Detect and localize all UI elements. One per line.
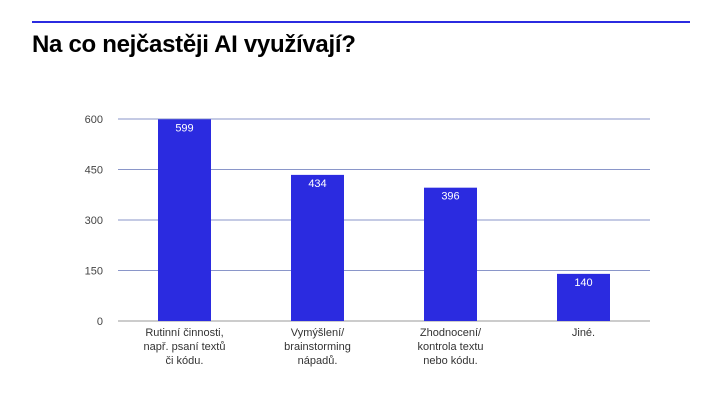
y-tick-label: 450 xyxy=(85,165,103,177)
y-tick-label: 0 xyxy=(97,316,103,328)
title-rule xyxy=(32,21,690,23)
y-tick-label: 300 xyxy=(85,215,103,227)
bar xyxy=(424,187,477,321)
data-label: 140 xyxy=(574,277,592,289)
data-label: 434 xyxy=(308,178,326,190)
x-tick-label: Vymýšlení/brainstorming nápadů. xyxy=(284,327,351,367)
y-tick-label: 150 xyxy=(85,266,103,278)
y-tick-label: 600 xyxy=(85,114,103,126)
x-tick-label: Jiné. xyxy=(572,327,595,339)
bar xyxy=(158,119,211,321)
data-label: 396 xyxy=(441,191,459,203)
page-title: Na co nejčastěji AI využívají? xyxy=(32,31,356,58)
bar xyxy=(557,273,610,321)
data-label: 599 xyxy=(175,122,193,134)
x-tick-label: Rutinní činnosti, např. psaní textů či kód… xyxy=(144,327,226,367)
bar xyxy=(291,174,344,321)
x-tick-label: Zhodnocení/kontrola textu nebo kódu. xyxy=(417,327,483,367)
